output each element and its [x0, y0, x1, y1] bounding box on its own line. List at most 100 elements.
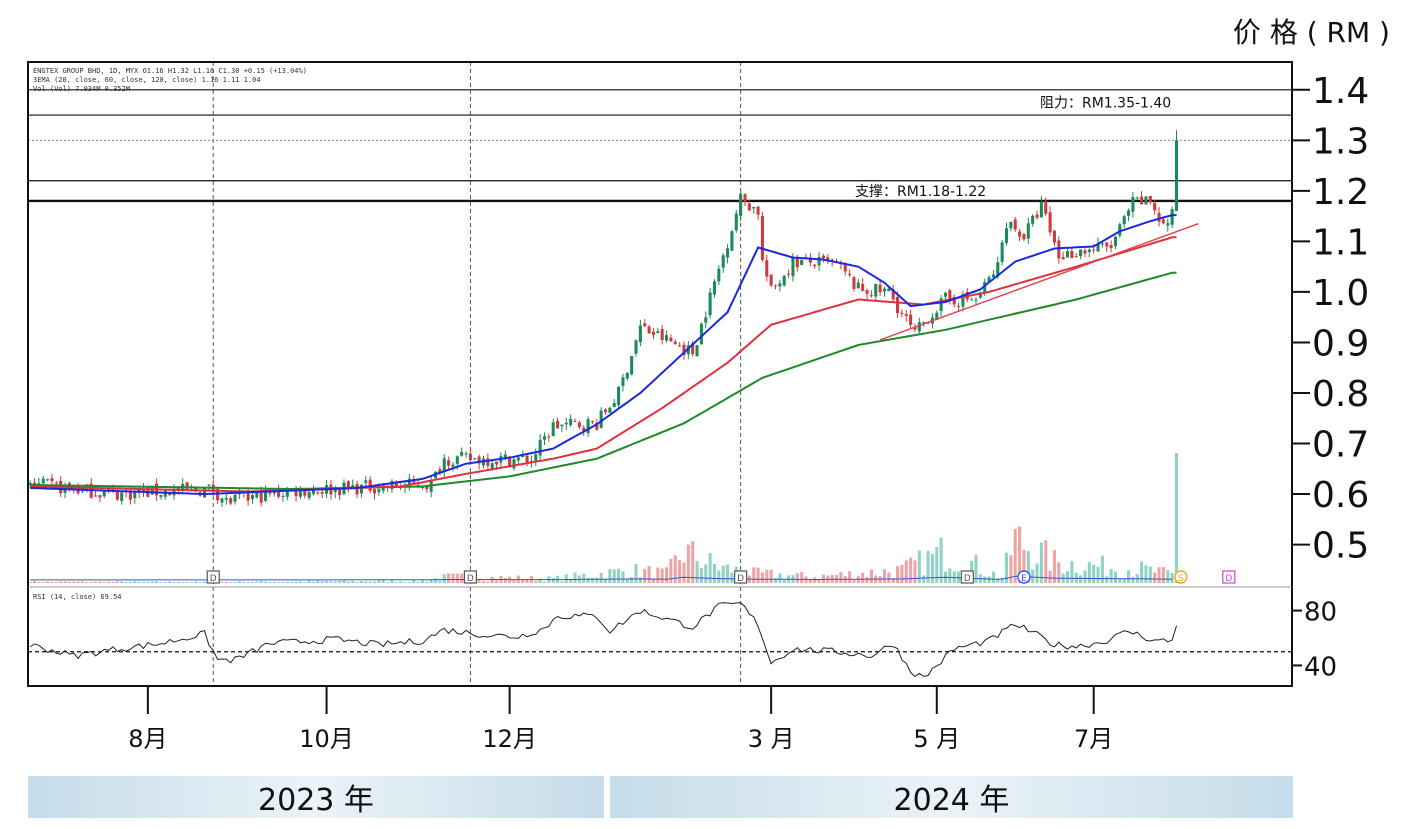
- volume-bar: [691, 541, 695, 583]
- candle-body: [656, 331, 660, 334]
- volume-bar: [1031, 569, 1035, 583]
- candle-body: [364, 480, 368, 483]
- candle-body: [185, 482, 189, 489]
- event-marker-shape: [960, 570, 974, 584]
- volume-bar: [63, 581, 67, 583]
- volume-bar: [159, 582, 163, 583]
- candle-body: [508, 456, 512, 467]
- candle-body: [891, 289, 895, 300]
- candle-body: [115, 491, 119, 500]
- candle-body: [621, 377, 625, 386]
- candle-body: [495, 461, 499, 465]
- volume-bar: [682, 562, 686, 583]
- volume-bar: [377, 580, 381, 583]
- candle-body: [974, 299, 978, 301]
- volume-bar: [85, 582, 89, 583]
- candle-body: [46, 479, 50, 481]
- price-tick-label: 0.9: [1312, 323, 1369, 364]
- volume-bar: [259, 580, 263, 583]
- volume-bar: [285, 581, 289, 583]
- candle-body: [1018, 231, 1022, 237]
- candle-body: [743, 194, 747, 203]
- volume-bar: [268, 582, 272, 583]
- candle-body: [756, 206, 760, 215]
- volume-bar: [137, 581, 141, 583]
- volume-bar: [359, 580, 363, 583]
- candle-body: [1118, 224, 1122, 236]
- price-tick-label: 1.0: [1312, 273, 1369, 314]
- price-tick-label: 1.1: [1312, 222, 1369, 263]
- volume-bar: [608, 569, 612, 583]
- volume-bar: [80, 581, 85, 583]
- volume-bar: [115, 581, 119, 583]
- candle-body: [1161, 219, 1165, 224]
- candle-body: [747, 203, 751, 211]
- volume-bar: [124, 582, 128, 583]
- volume-bar: [202, 581, 207, 583]
- volume-bar: [355, 581, 359, 583]
- candle-body: [773, 285, 778, 287]
- candle-body: [220, 498, 224, 503]
- volume-bar: [983, 576, 987, 583]
- volume-bar: [935, 547, 939, 583]
- volume-bar: [264, 581, 268, 583]
- volume-bar: [560, 581, 564, 583]
- event-marker: D: [463, 570, 477, 584]
- price-tick-label: 1.3: [1312, 121, 1369, 162]
- candle-body: [721, 255, 725, 268]
- candle-body: [277, 489, 281, 497]
- candle-body: [1109, 245, 1113, 248]
- event-marker-label: D: [964, 574, 971, 584]
- candle-body: [582, 427, 586, 431]
- candle-body: [1035, 214, 1039, 218]
- zone-label-1: 支撑：RM1.18-1.22: [855, 184, 986, 200]
- candle-body: [900, 312, 904, 314]
- volume-bar: [848, 571, 852, 583]
- event-marker-label: D: [737, 574, 744, 584]
- volume-bar: [37, 582, 41, 583]
- volume-bar: [752, 567, 756, 583]
- volume-bar: [281, 581, 285, 583]
- volume-bar: [900, 564, 904, 583]
- candle-body: [551, 422, 555, 437]
- candle-body: [1100, 243, 1104, 245]
- candle-body: [133, 490, 137, 499]
- volume-bar: [141, 581, 146, 583]
- volume-bar: [220, 581, 224, 583]
- event-marker-shape: [734, 570, 748, 584]
- volume-bar: [329, 581, 333, 583]
- candle-body: [468, 453, 472, 461]
- candle-body: [425, 486, 429, 490]
- candle-body: [1061, 257, 1065, 260]
- candle-body: [1083, 250, 1087, 254]
- volume-bar: [669, 558, 673, 583]
- volume-bar: [612, 569, 616, 583]
- candle-body: [294, 489, 298, 497]
- volume-bar: [102, 582, 106, 583]
- candle-body: [577, 422, 581, 428]
- candle-body: [233, 494, 237, 502]
- volume-bar: [438, 580, 442, 583]
- volume-bar: [429, 579, 433, 583]
- candle-body: [752, 207, 756, 209]
- candle-body: [107, 488, 111, 490]
- candle-body: [869, 295, 873, 297]
- volume-bar: [913, 560, 917, 583]
- volume-bar: [1105, 576, 1109, 583]
- candle-body: [791, 256, 795, 277]
- candle-body: [477, 456, 481, 464]
- volume-bar: [948, 568, 952, 583]
- candle-body: [503, 454, 507, 458]
- year-band-2023: 2023 年: [28, 776, 604, 818]
- volume-bar: [294, 581, 298, 583]
- candle-body: [1022, 234, 1026, 240]
- volume-bar: [686, 544, 690, 583]
- volume-bar: [224, 581, 228, 583]
- candle-body: [1044, 201, 1048, 214]
- candle-body: [438, 469, 442, 474]
- line-layer: [30, 214, 1199, 496]
- volume-bar: [198, 581, 202, 583]
- volume-bar: [1096, 566, 1100, 583]
- candle-body: [795, 257, 799, 268]
- candle-body: [516, 457, 520, 461]
